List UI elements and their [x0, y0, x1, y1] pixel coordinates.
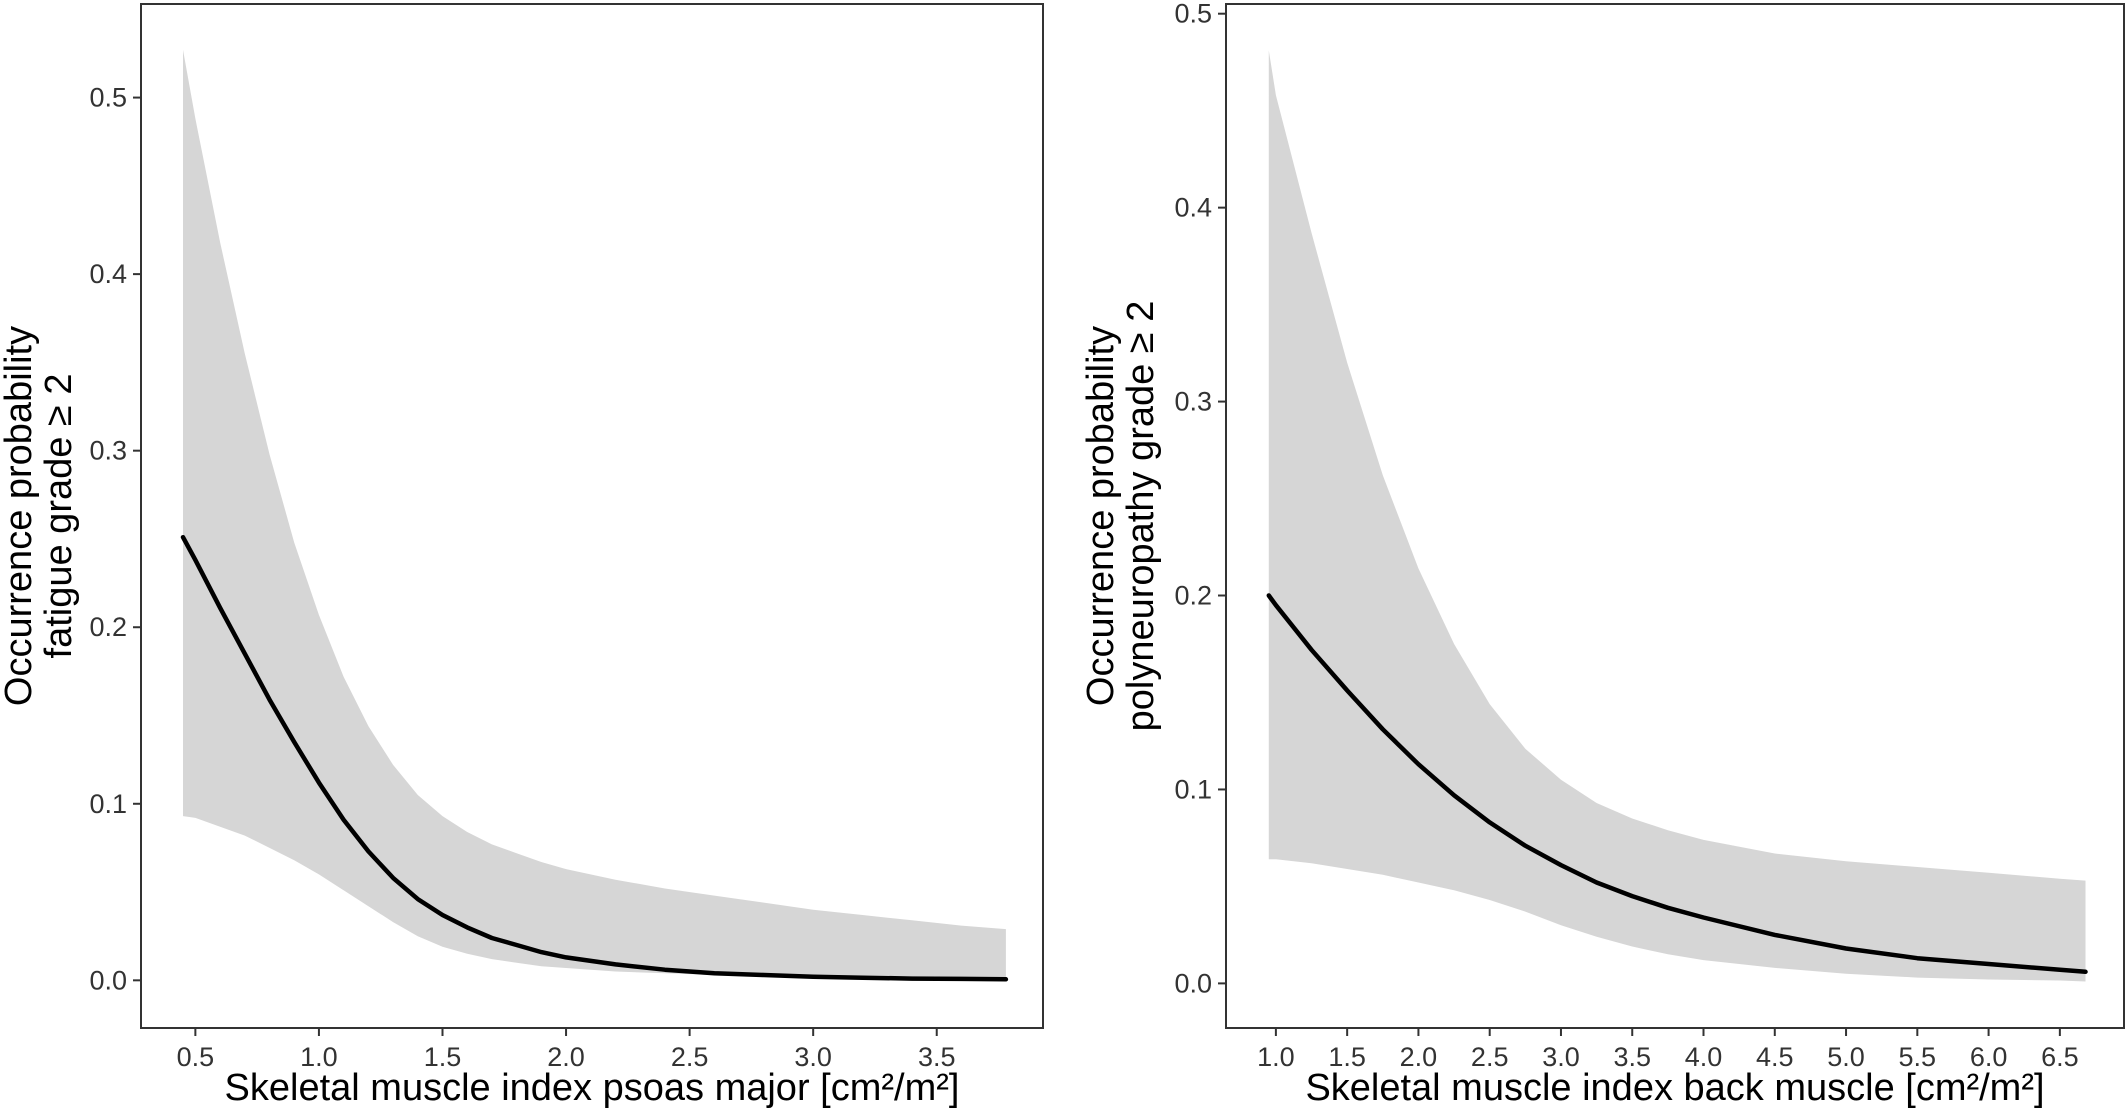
y-tick-label: 0.0 — [89, 965, 127, 995]
y-axis-title-line1: Occurrence probability — [0, 326, 40, 706]
x-axis-ticks: 1.0 1.5 2.0 2.5 3.0 3.5 4.0 4.5 5.0 5.5 6.0 6.5 — [1257, 1028, 2079, 1072]
y-tick-label: 0.2 — [89, 612, 127, 642]
y-axis-ticks: 0.0 0.1 0.2 0.3 0.4 0.5 — [1174, 0, 1226, 998]
x-tick-label: 5.0 — [1827, 1042, 1865, 1072]
x-tick-label: 1.5 — [1328, 1042, 1366, 1072]
y-tick-label: 0.1 — [89, 789, 127, 819]
x-tick-label: 3.0 — [794, 1042, 832, 1072]
x-tick-label: 3.0 — [1542, 1042, 1580, 1072]
y-tick-label: 0.5 — [89, 83, 127, 113]
confidence-band — [1268, 50, 2086, 982]
x-tick-label: 2.0 — [1400, 1042, 1438, 1072]
x-tick-label: 2.0 — [547, 1042, 585, 1072]
x-tick-label: 2.5 — [1471, 1042, 1509, 1072]
x-tick-label: 0.5 — [177, 1042, 215, 1072]
y-tick-label: 0.3 — [1174, 387, 1212, 417]
x-tick-label: 3.5 — [918, 1042, 956, 1072]
x-axis-title: Skeletal muscle index psoas major [cm²/m… — [225, 1067, 960, 1109]
x-tick-label: 1.0 — [1257, 1042, 1295, 1072]
y-tick-label: 0.2 — [1174, 581, 1212, 611]
probability-curve — [1266, 593, 2088, 975]
x-tick-label: 6.0 — [1970, 1042, 2008, 1072]
x-tick-label: 4.5 — [1756, 1042, 1794, 1072]
x-tick-label: 1.0 — [300, 1042, 338, 1072]
y-axis-title-line2: fatigue grade ≥ 2 — [38, 374, 80, 659]
x-tick-label: 4.0 — [1685, 1042, 1723, 1072]
x-axis-title: Skeletal muscle index back muscle [cm²/m… — [1305, 1067, 2044, 1109]
y-axis-title-line2: polyneuropathy grade ≥ 2 — [1120, 301, 1162, 732]
x-tick-label: 5.5 — [1899, 1042, 1937, 1072]
x-axis-ticks: 0.5 1.0 1.5 2.0 2.5 3.0 3.5 — [177, 1028, 956, 1072]
plot-border — [140, 3, 1044, 1029]
x-tick-label: 3.5 — [1613, 1042, 1651, 1072]
y-tick-label: 0.3 — [89, 436, 127, 466]
y-tick-label: 0.5 — [1174, 0, 1212, 29]
chart-panel-fatigue: 0.0 0.1 0.2 0.3 0.4 0.5 0.5 1.0 1.5 2.0 2.5 3.0 3.5… — [0, 3, 1044, 1109]
x-tick-label: 6.5 — [2041, 1042, 2079, 1072]
x-tick-label: 2.5 — [671, 1042, 709, 1072]
x-tick-label: 1.5 — [424, 1042, 462, 1072]
chart-panel-polyneuropathy: 0.0 0.1 0.2 0.3 0.4 0.5 1.0 1.5 2.0 2.5 3.0 3.5 4.0… — [1080, 0, 2125, 1109]
plot-border — [1225, 3, 2125, 1029]
probability-curve — [180, 534, 1009, 982]
y-tick-label: 0.4 — [89, 259, 127, 289]
y-tick-label: 0.0 — [1174, 968, 1212, 998]
y-tick-label: 0.4 — [1174, 193, 1212, 223]
y-axis-title-line1: Occurrence probability — [1080, 326, 1122, 706]
y-axis-ticks: 0.0 0.1 0.2 0.3 0.4 0.5 — [89, 83, 141, 995]
confidence-band — [183, 49, 1006, 980]
y-tick-label: 0.1 — [1174, 774, 1212, 804]
